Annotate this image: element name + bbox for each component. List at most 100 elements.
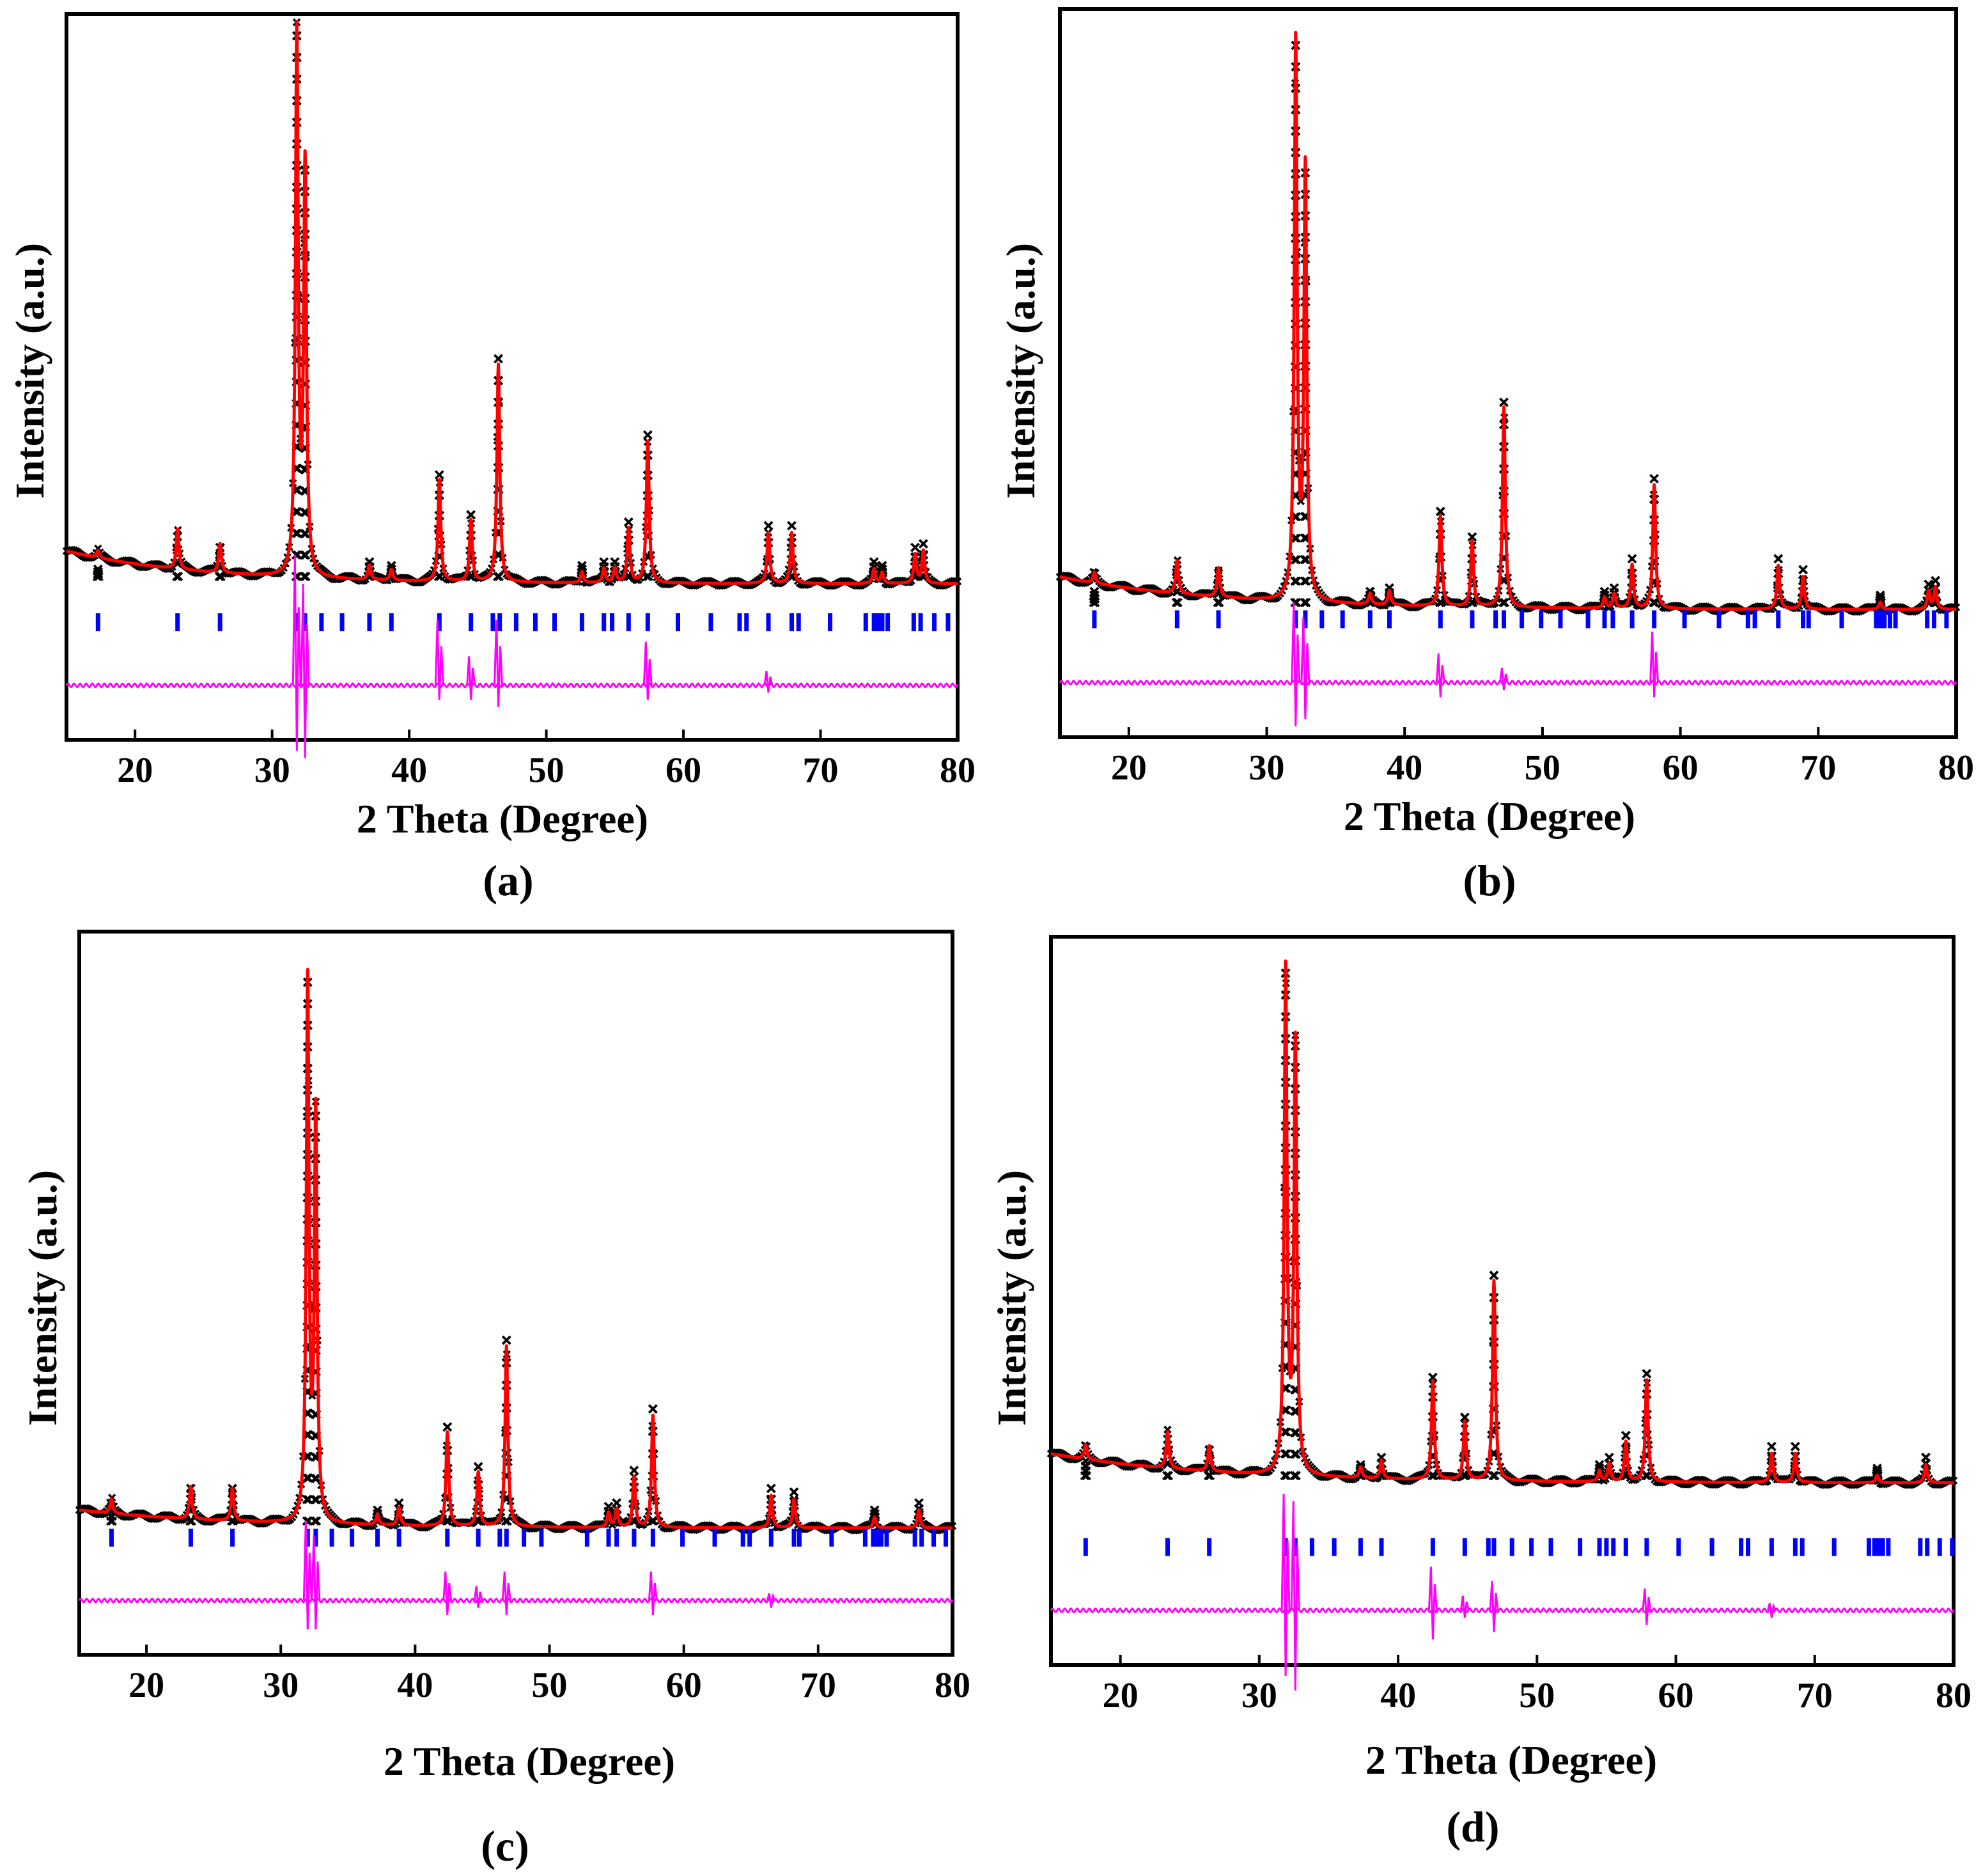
bragg-tick (230, 1528, 235, 1547)
bragg-tick (1611, 1538, 1616, 1556)
bragg-tick (797, 1528, 802, 1547)
bragg-tick (1652, 610, 1657, 629)
bragg-tick (579, 613, 584, 632)
bragg-tick (302, 613, 307, 632)
bragg-tick (1597, 1538, 1602, 1556)
bragg-tick (1739, 1538, 1744, 1556)
bragg-tick (1303, 610, 1308, 629)
bragg-tick (1174, 610, 1179, 629)
x-tick-label: 80 (935, 1666, 970, 1705)
bragg-tick (1462, 1538, 1467, 1556)
panel-b: 20 30 40 50 60 70 80 Intensity (a.u.) 2 Theta … (998, 7, 1974, 905)
bragg-tick (1886, 1538, 1891, 1556)
bragg-tick (1502, 610, 1507, 629)
bragg-tick (1358, 1538, 1363, 1556)
bragg-tick (1887, 610, 1892, 629)
bragg-tick (626, 613, 631, 632)
bragg-tick (1629, 610, 1635, 629)
bragg-tick (1716, 610, 1722, 629)
difference-spike (473, 1586, 483, 1608)
bragg-tick (1800, 1538, 1805, 1556)
bragg-tick (217, 613, 222, 632)
x-tick-label: 40 (1387, 748, 1422, 788)
bragg-tick (610, 613, 615, 632)
x-tick-labels: 20 30 40 50 60 70 80 (1111, 748, 1974, 788)
x-tick-label: 70 (1800, 748, 1836, 788)
plot-frame (77, 930, 954, 1657)
bragg-tick (875, 1528, 880, 1547)
bragg-tick (1585, 610, 1590, 629)
bragg-tick (1882, 610, 1887, 629)
difference-spike (1290, 1501, 1300, 1691)
difference-spike (292, 554, 302, 751)
bragg-tick (606, 1528, 611, 1547)
bragg-tick (1165, 1538, 1170, 1556)
difference-spike (434, 620, 444, 700)
difference-series (1059, 679, 1957, 686)
difference-series (78, 1597, 954, 1604)
x-tick-label: 80 (1936, 1676, 1971, 1716)
bragg-tick (1319, 610, 1325, 629)
difference-spike (494, 620, 504, 707)
x-tick-label: 60 (1658, 1676, 1694, 1716)
bragg-tick (175, 613, 180, 632)
x-tick-label: 60 (665, 751, 701, 790)
bragg-tick (396, 1528, 401, 1547)
bragg-tick (1866, 1538, 1871, 1556)
x-tick-label: 60 (666, 1666, 702, 1705)
panel-d: 20 30 40 50 60 70 80 Intensity (a.u.) 2 Theta … (989, 935, 1971, 1851)
x-tick-label: 40 (1380, 1676, 1416, 1716)
x-axis-label: 2 Theta (Degree) (384, 1739, 675, 1784)
x-tick-labels: 20 30 40 50 60 70 80 (128, 1666, 970, 1705)
bragg-tick (1092, 610, 1097, 629)
bragg-tick (95, 613, 100, 632)
bragg-tick (1644, 1538, 1649, 1556)
bragg-tick (1950, 1538, 1955, 1556)
x-tick-labels: 20 30 40 50 60 70 80 (117, 751, 976, 790)
bragg-tick (1709, 1538, 1715, 1556)
bragg-tick (1558, 610, 1563, 629)
bragg-tick (911, 613, 916, 632)
x-tick-label: 30 (263, 1666, 299, 1705)
difference-spike (648, 1571, 658, 1615)
bragg-tick (708, 613, 713, 632)
difference-spike (1291, 602, 1301, 726)
bragg-tick (1379, 1538, 1384, 1556)
bragg-tick (1925, 1538, 1930, 1556)
bragg-tick (539, 1528, 544, 1547)
bragg-tick (445, 1528, 450, 1547)
bragg-tick (313, 1528, 318, 1547)
bragg-tick (1623, 1538, 1628, 1556)
x-axis-label: 2 Theta (Degree) (1365, 1737, 1657, 1783)
difference-spike (1459, 1595, 1470, 1618)
bragg-tick (490, 613, 495, 632)
x-axis-label: 2 Theta (Degree) (1344, 793, 1635, 839)
bragg-tick (1745, 610, 1750, 629)
bragg-tick (329, 1528, 334, 1547)
difference-spike (1642, 1588, 1652, 1625)
bragg-tick (584, 1528, 589, 1547)
bragg-tick (880, 613, 885, 632)
bragg-tick (1839, 610, 1844, 629)
bragg-tick (943, 1528, 948, 1547)
plot-marks (75, 967, 957, 1655)
bragg-tick (1387, 610, 1392, 629)
difference-spike (1435, 653, 1445, 698)
difference-series (65, 682, 959, 689)
bragg-tick (1083, 1538, 1088, 1556)
bragg-tick (1776, 610, 1781, 629)
x-tick-labels: 20 30 40 50 60 70 80 (1103, 1676, 1971, 1716)
bragg-tick (1878, 610, 1883, 629)
calculated-series (65, 19, 959, 586)
bragg-tick (871, 1528, 876, 1547)
plot-frame (65, 12, 960, 742)
plot-frame (1049, 935, 1956, 1667)
difference-spike (1499, 668, 1509, 691)
bragg-tick (789, 613, 795, 632)
x-tick-label: 20 (117, 751, 153, 790)
y-axis-label: Intensity (a.u.) (7, 243, 52, 499)
bragg-tick (1918, 1538, 1923, 1556)
bragg-tick (1578, 1538, 1583, 1556)
bragg-tick (862, 1528, 867, 1547)
